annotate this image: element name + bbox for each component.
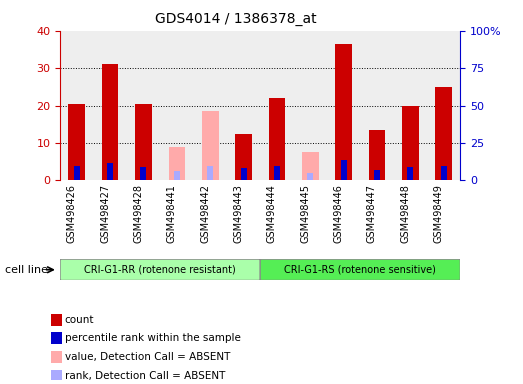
Bar (174, 172, 180, 180)
FancyBboxPatch shape (60, 259, 260, 280)
Bar (369, 130, 385, 180)
Bar (51, 370, 62, 381)
Bar (440, 166, 447, 180)
Bar (207, 166, 213, 180)
Text: GSM498447: GSM498447 (367, 184, 377, 243)
Text: GSM498428: GSM498428 (133, 184, 143, 243)
Bar (307, 173, 313, 180)
Bar (51, 332, 62, 344)
Bar (402, 106, 418, 180)
Text: GSM498446: GSM498446 (334, 184, 344, 243)
Text: value, Detection Call = ABSENT: value, Detection Call = ABSENT (65, 352, 230, 362)
Bar (74, 166, 80, 180)
Bar (51, 314, 62, 326)
Bar (335, 44, 352, 180)
FancyBboxPatch shape (260, 259, 460, 280)
Text: GSM498426: GSM498426 (67, 184, 77, 243)
Text: rank, Detection Call = ABSENT: rank, Detection Call = ABSENT (65, 371, 225, 381)
Bar (69, 104, 85, 180)
Bar (207, 167, 213, 180)
Bar (241, 169, 246, 180)
Bar (102, 65, 119, 180)
Text: count: count (65, 315, 94, 325)
Bar (135, 104, 152, 180)
Text: CRI-G1-RS (rotenone sensitive): CRI-G1-RS (rotenone sensitive) (285, 265, 436, 275)
Text: GSM498441: GSM498441 (167, 184, 177, 243)
Text: GDS4014 / 1386378_at: GDS4014 / 1386378_at (154, 12, 316, 25)
Bar (168, 147, 185, 180)
Bar (51, 351, 62, 363)
Bar (374, 170, 380, 180)
Text: cell line: cell line (5, 265, 48, 275)
Text: GSM498442: GSM498442 (200, 184, 210, 243)
Text: GSM498444: GSM498444 (267, 184, 277, 243)
Text: GSM498427: GSM498427 (100, 184, 110, 243)
Bar (202, 111, 219, 180)
Bar (407, 167, 413, 180)
Bar (340, 160, 347, 180)
Bar (302, 152, 319, 180)
Text: GSM498448: GSM498448 (400, 184, 410, 243)
Bar (107, 163, 113, 180)
Text: GSM498443: GSM498443 (234, 184, 244, 243)
Text: CRI-G1-RR (rotenone resistant): CRI-G1-RR (rotenone resistant) (84, 265, 236, 275)
Text: GSM498445: GSM498445 (300, 184, 310, 243)
Bar (141, 167, 146, 180)
Bar (274, 166, 280, 180)
Bar (235, 134, 252, 180)
Text: GSM498449: GSM498449 (434, 184, 444, 243)
Bar (268, 98, 285, 180)
Bar (435, 87, 452, 180)
Text: percentile rank within the sample: percentile rank within the sample (65, 333, 241, 343)
